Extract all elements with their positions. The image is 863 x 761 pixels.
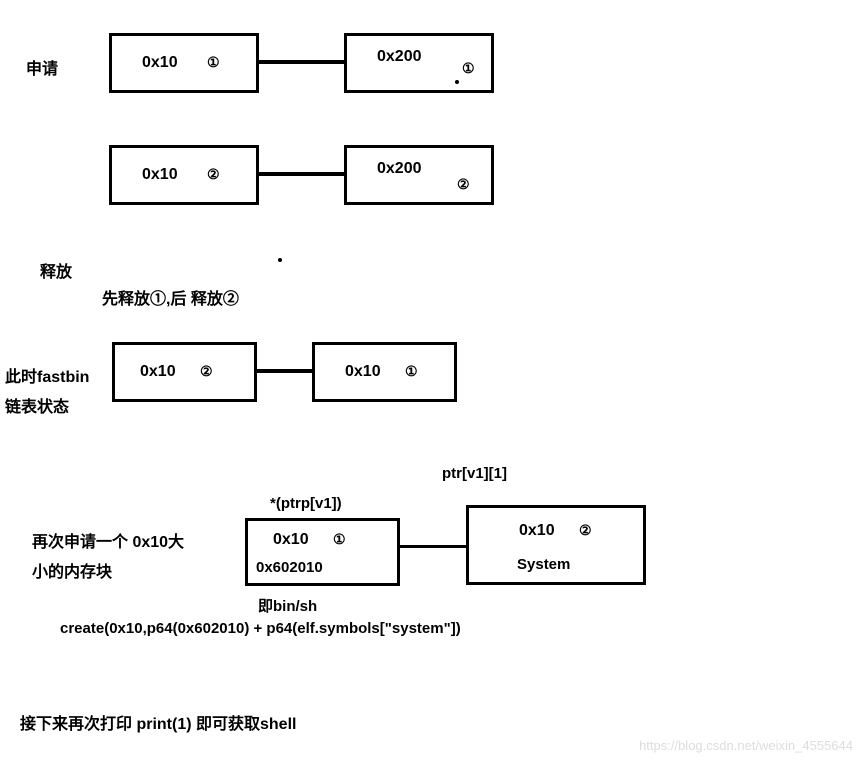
dot (455, 80, 459, 84)
box-row4-left: 0x10 ① 0x602010 (245, 518, 400, 586)
box-row1-left: 0x10 ① (109, 33, 259, 93)
box-bottom-text: 0x602010 (256, 559, 323, 576)
connector-row4 (400, 545, 466, 548)
box-value: 0x10 (142, 166, 178, 184)
box-marker: ① (207, 54, 220, 71)
fastbin-label-1: 此时fastbin (5, 363, 89, 387)
final-line: 接下来再次打印 print(1) 即可获取shell (20, 710, 296, 734)
box-row2-left: 0x10 ② (109, 145, 259, 205)
box-marker: ② (200, 363, 213, 380)
release-label: 释放 (40, 258, 72, 282)
binsh-label: 即bin/sh (258, 595, 317, 616)
box-row1-right: 0x200 ① (344, 33, 494, 93)
connector-row3 (257, 369, 312, 373)
fastbin-label-2: 链表状态 (5, 393, 69, 417)
release-note: 先释放①,后 释放② (102, 285, 239, 309)
realloc-label-2: 小的内存块 (32, 558, 112, 582)
box-value: 0x10 (273, 531, 309, 549)
create-code: create(0x10,p64(0x602010) + p64(elf.symb… (60, 620, 461, 637)
box-marker: ① (333, 531, 346, 548)
box-bottom-text: System (517, 556, 570, 573)
box-row2-right: 0x200 ② (344, 145, 494, 205)
box-value: 0x10 (140, 363, 176, 381)
box-value: 0x200 (377, 48, 422, 66)
realloc-label-1: 再次申请一个 0x10大 (32, 528, 184, 552)
watermark: https://blog.csdn.net/weixin_4555644 (639, 738, 853, 753)
apply-label: 申请 (26, 55, 58, 79)
box-row3-right: 0x10 ① (312, 342, 457, 402)
connector-row2 (259, 172, 344, 176)
box-marker: ② (207, 166, 220, 183)
ptr-v1-1-label: ptr[v1][1] (442, 465, 507, 482)
box-marker: ② (579, 522, 592, 539)
box-marker: ① (462, 60, 475, 77)
box-value: 0x10 (345, 363, 381, 381)
box-marker: ① (405, 363, 418, 380)
box-row4-right: 0x10 ② System (466, 505, 646, 585)
dot (278, 258, 282, 262)
connector-row1 (259, 60, 344, 64)
box-value: 0x10 (519, 522, 555, 540)
box-value: 0x10 (142, 54, 178, 72)
box-marker: ② (457, 176, 470, 193)
ptrp-label: *(ptrp[v1]) (270, 495, 342, 512)
box-value: 0x200 (377, 160, 422, 178)
box-row3-left: 0x10 ② (112, 342, 257, 402)
